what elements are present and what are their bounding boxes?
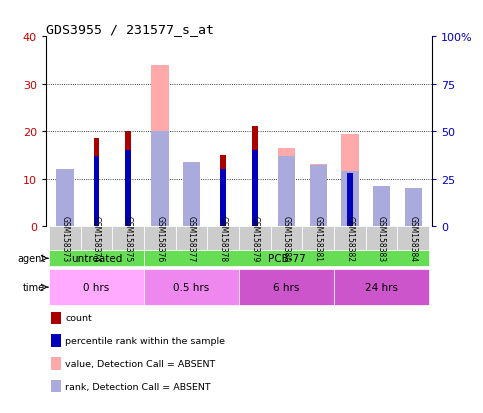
Bar bbox=[126, 151, 131, 226]
Bar bbox=[239, 226, 271, 250]
Bar bbox=[56, 170, 73, 226]
Bar bbox=[126, 132, 131, 226]
Text: GSM158381: GSM158381 bbox=[314, 215, 323, 261]
Bar bbox=[405, 189, 422, 226]
Text: GDS3955 / 231577_s_at: GDS3955 / 231577_s_at bbox=[46, 23, 214, 36]
Text: GSM158383: GSM158383 bbox=[377, 215, 386, 261]
Bar bbox=[341, 172, 359, 226]
Text: GSM158378: GSM158378 bbox=[219, 215, 228, 261]
Text: GSM158380: GSM158380 bbox=[282, 215, 291, 261]
Text: 6 hrs: 6 hrs bbox=[273, 282, 300, 292]
Text: PCB-77: PCB-77 bbox=[268, 254, 305, 263]
Bar bbox=[144, 226, 176, 250]
Text: GSM158374: GSM158374 bbox=[92, 215, 101, 261]
Bar bbox=[144, 251, 429, 266]
Bar bbox=[151, 66, 169, 226]
Bar bbox=[252, 151, 258, 226]
Bar bbox=[151, 132, 169, 226]
Text: percentile rank within the sample: percentile rank within the sample bbox=[65, 336, 225, 345]
Bar bbox=[334, 226, 366, 250]
Bar bbox=[144, 269, 239, 306]
Bar bbox=[56, 170, 73, 226]
Text: GSM158384: GSM158384 bbox=[409, 215, 418, 261]
Text: GSM158382: GSM158382 bbox=[345, 215, 355, 261]
Bar bbox=[341, 134, 359, 226]
Bar bbox=[49, 226, 81, 250]
Text: GSM158373: GSM158373 bbox=[60, 215, 70, 261]
Bar bbox=[278, 157, 295, 226]
Bar bbox=[310, 165, 327, 226]
Bar bbox=[405, 193, 422, 226]
Text: agent: agent bbox=[17, 254, 45, 263]
Bar bbox=[94, 157, 99, 226]
Bar bbox=[366, 226, 398, 250]
Bar bbox=[49, 269, 144, 306]
Bar bbox=[373, 187, 390, 226]
Text: time: time bbox=[23, 282, 45, 292]
Bar bbox=[183, 162, 200, 226]
Text: GSM158379: GSM158379 bbox=[250, 215, 259, 261]
Bar bbox=[220, 156, 226, 226]
Bar bbox=[398, 226, 429, 250]
Bar bbox=[81, 226, 113, 250]
Text: 0.5 hrs: 0.5 hrs bbox=[173, 282, 210, 292]
Bar bbox=[302, 226, 334, 250]
Bar bbox=[373, 193, 390, 226]
Bar bbox=[49, 251, 144, 266]
Text: rank, Detection Call = ABSENT: rank, Detection Call = ABSENT bbox=[65, 382, 211, 391]
Text: GSM158376: GSM158376 bbox=[156, 215, 164, 261]
Bar bbox=[310, 166, 327, 226]
Bar bbox=[220, 170, 226, 226]
Bar bbox=[176, 226, 207, 250]
Text: 24 hrs: 24 hrs bbox=[365, 282, 398, 292]
Text: untreated: untreated bbox=[71, 254, 122, 263]
Bar bbox=[271, 226, 302, 250]
Bar bbox=[240, 269, 334, 306]
Bar bbox=[94, 139, 99, 226]
Bar bbox=[183, 165, 200, 226]
Bar bbox=[113, 226, 144, 250]
Bar bbox=[347, 173, 353, 226]
Text: count: count bbox=[65, 313, 92, 323]
Bar bbox=[278, 148, 295, 226]
Bar bbox=[207, 226, 239, 250]
Text: 0 hrs: 0 hrs bbox=[84, 282, 110, 292]
Bar bbox=[252, 127, 258, 226]
Bar bbox=[334, 269, 429, 306]
Text: GSM158375: GSM158375 bbox=[124, 215, 133, 261]
Text: value, Detection Call = ABSENT: value, Detection Call = ABSENT bbox=[65, 359, 215, 368]
Text: GSM158377: GSM158377 bbox=[187, 215, 196, 261]
